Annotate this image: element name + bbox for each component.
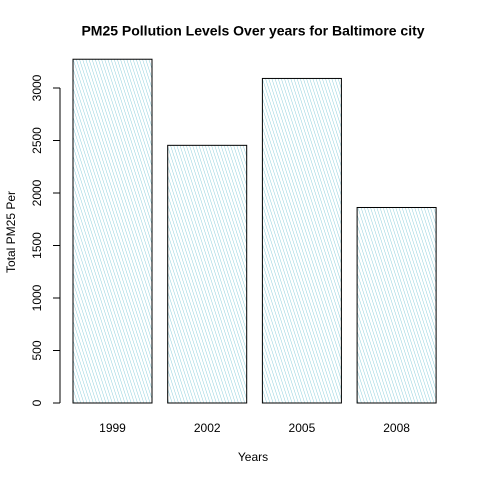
bar: [72, 58, 153, 404]
x-tick-label: 1999: [99, 421, 126, 435]
y-tick-label: 2000: [30, 179, 44, 206]
x-axis-label: Years: [238, 450, 268, 464]
y-tick-label: 1000: [30, 284, 44, 311]
x-tick-label: 2008: [383, 421, 410, 435]
y-axis-label: Total PM25 Per: [4, 191, 18, 273]
bar: [356, 206, 437, 404]
y-tick-label: 0: [30, 399, 44, 406]
bar: [167, 144, 248, 404]
y-tick-label: 500: [30, 340, 44, 360]
x-tick-label: 2005: [289, 421, 316, 435]
y-tick-label: 3000: [30, 74, 44, 101]
y-tick-label: 1500: [30, 232, 44, 259]
bar: [261, 77, 342, 404]
chart-title: PM25 Pollution Levels Over years for Bal…: [81, 23, 424, 39]
y-tick-label: 2500: [30, 127, 44, 154]
x-tick-label: 2002: [194, 421, 221, 435]
